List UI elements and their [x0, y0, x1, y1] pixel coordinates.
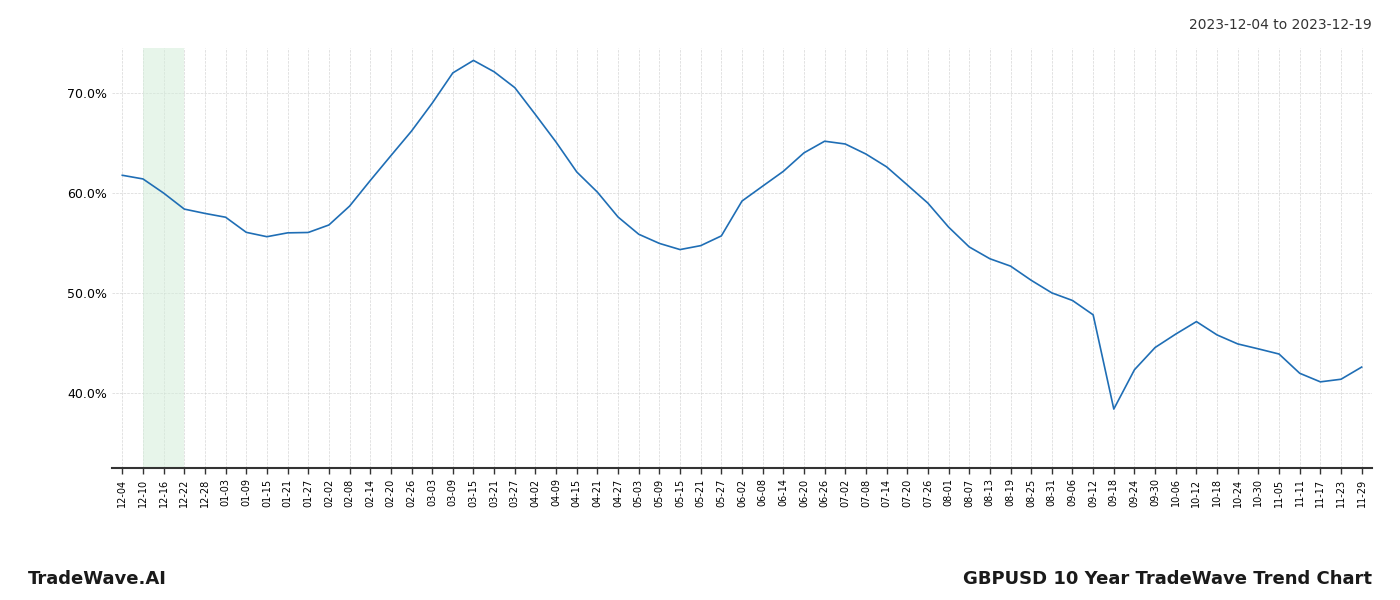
Bar [143, 48, 185, 468]
Text: TradeWave.AI: TradeWave.AI [28, 570, 167, 588]
Text: GBPUSD 10 Year TradeWave Trend Chart: GBPUSD 10 Year TradeWave Trend Chart [963, 570, 1372, 588]
Text: 2023-12-04 to 2023-12-19: 2023-12-04 to 2023-12-19 [1189, 18, 1372, 32]
